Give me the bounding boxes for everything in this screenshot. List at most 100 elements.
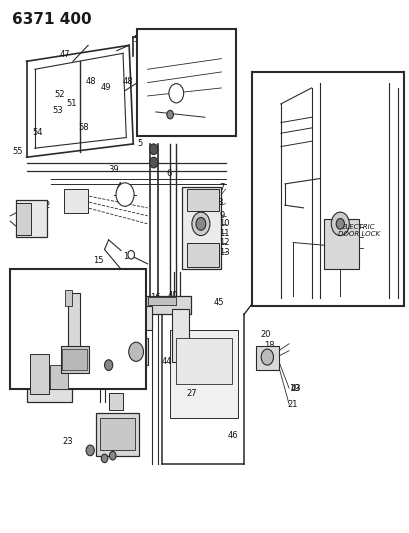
Text: 8: 8 bbox=[217, 198, 222, 207]
Circle shape bbox=[128, 342, 143, 361]
Text: 20: 20 bbox=[260, 330, 270, 339]
Bar bbox=[62, 349, 87, 370]
Text: 17: 17 bbox=[133, 304, 144, 312]
Circle shape bbox=[104, 360, 112, 370]
Bar bbox=[61, 346, 89, 373]
Text: 57: 57 bbox=[186, 113, 197, 122]
Text: 21: 21 bbox=[38, 378, 49, 387]
Circle shape bbox=[335, 219, 344, 229]
Bar bbox=[125, 338, 147, 365]
Text: 2: 2 bbox=[44, 201, 49, 209]
Text: 36: 36 bbox=[337, 233, 348, 241]
Text: 18: 18 bbox=[129, 341, 139, 350]
Text: 15: 15 bbox=[93, 256, 104, 264]
Bar bbox=[16, 203, 31, 235]
Text: 38: 38 bbox=[281, 235, 292, 243]
Text: 41: 41 bbox=[176, 306, 187, 314]
Bar bbox=[252, 72, 403, 306]
Text: 1: 1 bbox=[26, 220, 31, 228]
Text: 35: 35 bbox=[337, 222, 348, 231]
Text: 31: 31 bbox=[298, 110, 308, 119]
Circle shape bbox=[149, 144, 157, 155]
Text: 4: 4 bbox=[117, 182, 122, 191]
Text: 12: 12 bbox=[219, 238, 229, 247]
Circle shape bbox=[101, 454, 108, 463]
Text: 14: 14 bbox=[123, 253, 133, 261]
Bar bbox=[147, 297, 176, 305]
Bar bbox=[145, 296, 190, 314]
Text: 22: 22 bbox=[79, 378, 90, 387]
Text: 28: 28 bbox=[112, 292, 123, 300]
Text: 7: 7 bbox=[219, 183, 224, 192]
Text: 39: 39 bbox=[108, 165, 119, 174]
Text: 44: 44 bbox=[162, 357, 172, 366]
Text: 29: 29 bbox=[69, 368, 79, 376]
Bar bbox=[27, 349, 72, 402]
Text: 11: 11 bbox=[219, 229, 229, 238]
Text: 16: 16 bbox=[149, 293, 160, 302]
Text: 6371 400: 6371 400 bbox=[12, 12, 92, 27]
Text: 19: 19 bbox=[288, 384, 299, 392]
Bar bbox=[96, 413, 139, 456]
Bar bbox=[67, 293, 80, 349]
Text: 26: 26 bbox=[126, 429, 137, 437]
Circle shape bbox=[191, 212, 209, 236]
Text: 49: 49 bbox=[100, 84, 111, 92]
Bar bbox=[100, 418, 135, 450]
Bar bbox=[137, 29, 235, 136]
Circle shape bbox=[196, 217, 205, 230]
Bar bbox=[186, 243, 219, 266]
Bar bbox=[172, 309, 188, 362]
Text: 53: 53 bbox=[166, 39, 176, 48]
Bar bbox=[182, 187, 221, 269]
Bar bbox=[186, 189, 219, 211]
Text: 3: 3 bbox=[69, 197, 74, 206]
Bar bbox=[256, 346, 278, 370]
Text: 43: 43 bbox=[110, 393, 121, 401]
Text: 58: 58 bbox=[78, 124, 88, 132]
Text: 37: 37 bbox=[337, 244, 348, 252]
Text: 47: 47 bbox=[59, 50, 70, 59]
Text: 45: 45 bbox=[213, 298, 223, 307]
Bar bbox=[170, 330, 237, 418]
Text: 27: 27 bbox=[186, 389, 197, 398]
Bar bbox=[50, 365, 67, 389]
Text: 33: 33 bbox=[298, 137, 308, 146]
Text: 19: 19 bbox=[115, 354, 125, 362]
Bar bbox=[65, 290, 72, 306]
Text: 55: 55 bbox=[12, 148, 23, 156]
Circle shape bbox=[109, 451, 116, 460]
Bar bbox=[176, 338, 231, 384]
Circle shape bbox=[330, 212, 348, 236]
Circle shape bbox=[261, 349, 273, 365]
Circle shape bbox=[166, 110, 173, 119]
Circle shape bbox=[128, 251, 134, 259]
Text: 28: 28 bbox=[110, 293, 120, 302]
Text: 6: 6 bbox=[166, 169, 171, 177]
Circle shape bbox=[86, 445, 94, 456]
Text: 25: 25 bbox=[117, 443, 127, 452]
Circle shape bbox=[169, 84, 183, 103]
Bar bbox=[108, 393, 123, 410]
Text: 20: 20 bbox=[38, 336, 49, 344]
Text: 15: 15 bbox=[96, 377, 107, 385]
Text: 13: 13 bbox=[219, 248, 229, 256]
Text: 56: 56 bbox=[160, 110, 170, 119]
Text: 9: 9 bbox=[219, 212, 224, 220]
Text: 18: 18 bbox=[263, 341, 274, 350]
Text: 32: 32 bbox=[298, 123, 308, 131]
Text: 10: 10 bbox=[219, 220, 229, 228]
Text: 51: 51 bbox=[67, 100, 77, 108]
Circle shape bbox=[116, 183, 134, 206]
Text: ELECTRIC
DOOR LOCK: ELECTRIC DOOR LOCK bbox=[337, 224, 379, 237]
Bar bbox=[16, 200, 47, 237]
Bar bbox=[63, 189, 88, 213]
Text: 50: 50 bbox=[133, 36, 144, 44]
Text: 5: 5 bbox=[137, 140, 142, 148]
Text: 34: 34 bbox=[291, 178, 302, 187]
Text: 43: 43 bbox=[290, 384, 301, 392]
Text: 48: 48 bbox=[86, 77, 97, 85]
Text: 48: 48 bbox=[123, 77, 133, 85]
Bar bbox=[10, 269, 145, 389]
Text: 54: 54 bbox=[32, 128, 43, 136]
